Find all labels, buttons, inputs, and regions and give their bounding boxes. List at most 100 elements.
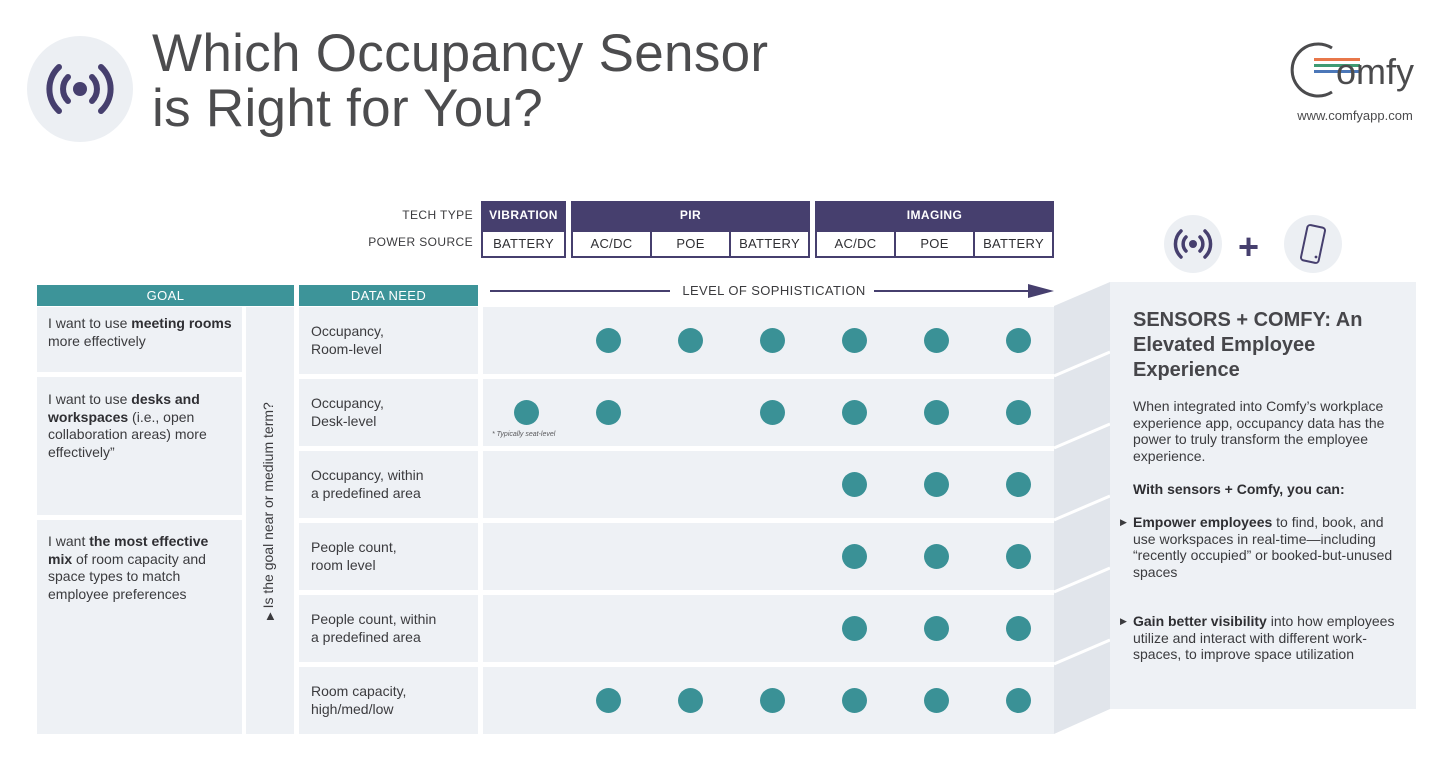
availability-dot	[677, 688, 703, 713]
goal-cell: I want to use desks and workspaces (i.e.…	[37, 377, 242, 515]
side-panel-subhead: With sensors + Comfy, you can:	[1133, 481, 1401, 498]
power-poe: POE	[894, 232, 973, 256]
power-battery: BATTERY	[493, 236, 554, 251]
term-question-text: Is the goal near or medium term?	[260, 402, 276, 609]
matrix-row	[483, 523, 1054, 590]
data-need-line: Desk-level	[311, 412, 377, 429]
side-panel-title: SENSORS + COMFY: An Elevated Employee Ex…	[1133, 309, 1363, 381]
brand-name: Comfy omfy	[1336, 51, 1415, 92]
availability-dot	[923, 328, 949, 353]
data-need-line: People count,	[311, 539, 397, 555]
power-group-imaging: AC/DC POE BATTERY	[815, 230, 1054, 258]
availability-dot	[923, 616, 949, 641]
availability-dot	[513, 400, 539, 425]
goal-text: I want to use	[48, 315, 132, 331]
availability-dot	[1005, 688, 1031, 713]
side-bullet-bold: Gain better visibility	[1133, 613, 1267, 629]
side-panel	[1110, 282, 1416, 709]
availability-dot	[841, 328, 867, 353]
power-group-pir: AC/DC POE BATTERY	[571, 230, 810, 258]
goal-bold: meeting rooms	[131, 315, 232, 331]
data-need-line: Room capacity,	[311, 683, 407, 699]
page-title: Which Occupancy Sensor is Right for You?	[152, 26, 768, 136]
goal-header: GOAL	[37, 285, 294, 306]
power-battery: BATTERY	[729, 232, 808, 256]
side-panel-intro: When integrated into Comfy’s workplace e…	[1133, 398, 1385, 464]
matrix-row	[483, 595, 1054, 662]
triangle-right-icon: ▶	[1120, 616, 1127, 626]
availability-dot	[1005, 400, 1031, 425]
sophistication-label: LEVEL OF SOPHISTICATION	[682, 283, 866, 298]
data-need-cell: Room capacity, high/med/low	[299, 667, 478, 734]
availability-dot	[923, 688, 949, 713]
data-need-line: a predefined area	[311, 484, 421, 501]
goal-cell: I want to use meeting rooms more effecti…	[37, 307, 242, 372]
data-need-line: People count, within	[311, 611, 437, 627]
panel-connector	[1053, 282, 1111, 734]
data-need-line: room level	[311, 556, 376, 573]
goal-text: of room capacity and space types to matc…	[48, 550, 206, 602]
sophistication-arrow	[488, 281, 1058, 301]
availability-dot	[759, 688, 785, 713]
availability-dot	[595, 328, 621, 353]
data-need-label: Room capacity, high/med/low	[311, 683, 406, 718]
footnote: * Typically seat-level	[492, 431, 556, 438]
availability-dot	[841, 616, 867, 641]
data-need-label: Occupancy, Desk-level	[311, 395, 384, 430]
side-bullet-text: into how employees utilize and interact …	[1133, 613, 1395, 663]
availability-dot	[841, 400, 867, 425]
term-strip	[246, 307, 294, 734]
data-need-label: Occupancy, within a predefined area	[311, 467, 424, 502]
plus-icon: +	[1238, 226, 1260, 267]
goal-text: I want	[48, 533, 90, 549]
availability-dot	[923, 544, 949, 569]
availability-dot	[677, 328, 703, 353]
goal-bold: the most effective mix	[48, 533, 209, 567]
tech-pir: PIR	[571, 201, 810, 231]
term-question: ▶ Is the goal near or medium term?	[260, 380, 276, 620]
data-need-cell: People count, within a predefined area	[299, 595, 478, 662]
power-group-vibration: BATTERY	[481, 230, 566, 258]
data-need-line: Occupancy,	[311, 323, 384, 339]
data-need-cell: Occupancy, within a predefined area	[299, 451, 478, 518]
brand-logo	[1280, 34, 1440, 134]
availability-dot	[841, 472, 867, 497]
triangle-right-icon: ▶	[265, 612, 276, 620]
availability-dot	[841, 688, 867, 713]
brand-url[interactable]: www.comfyapp.com	[1297, 108, 1413, 123]
goal-bold: desks and workspaces	[48, 391, 200, 425]
side-bullet-bold: Empower employees	[1133, 514, 1273, 530]
availability-dot	[759, 328, 785, 353]
data-need-label: Occupancy, Room-level	[311, 323, 384, 358]
goal-text: more effectively	[48, 332, 146, 349]
goal-cell: I want the most effective mix of room ca…	[37, 520, 242, 734]
power-source-label: POWER SOURCE	[368, 235, 473, 249]
data-need-line: Room-level	[311, 340, 382, 357]
availability-dot	[1005, 472, 1031, 497]
availability-dot	[1005, 544, 1031, 569]
page-title-line2: is Right for You?	[152, 79, 544, 138]
phone-icon	[1284, 215, 1342, 273]
power-acdc: AC/DC	[834, 236, 877, 251]
data-need-line: a predefined area	[311, 628, 421, 645]
availability-dot	[923, 472, 949, 497]
availability-dot	[1005, 328, 1031, 353]
availability-dot	[923, 400, 949, 425]
side-bullet-text: to find, book, and use workspaces in rea…	[1133, 514, 1393, 580]
data-need-cell: Occupancy, Room-level	[299, 307, 478, 374]
side-bullet: Empower employees to find, book, and use…	[1133, 514, 1398, 580]
triangle-right-icon: ▶	[1120, 517, 1127, 527]
data-need-line: Occupancy, within	[311, 467, 424, 483]
tech-type-label: TECH TYPE	[402, 208, 473, 222]
data-need-cell: People count, room level	[299, 523, 478, 590]
side-subhead-text: With sensors + Comfy, you can:	[1133, 481, 1345, 497]
goal-text: I want to use	[48, 391, 132, 407]
power-poe: POE	[650, 232, 729, 256]
availability-dot	[1005, 616, 1031, 641]
page-title-line1: Which Occupancy Sensor	[152, 24, 769, 83]
tech-vibration: VIBRATION	[481, 201, 566, 231]
power-acdc: AC/DC	[590, 236, 633, 251]
goal-text: (i.e., open collaboration areas) more ef…	[48, 408, 207, 460]
availability-dot	[595, 400, 621, 425]
data-need-cell: Occupancy, Desk-level	[299, 379, 478, 446]
